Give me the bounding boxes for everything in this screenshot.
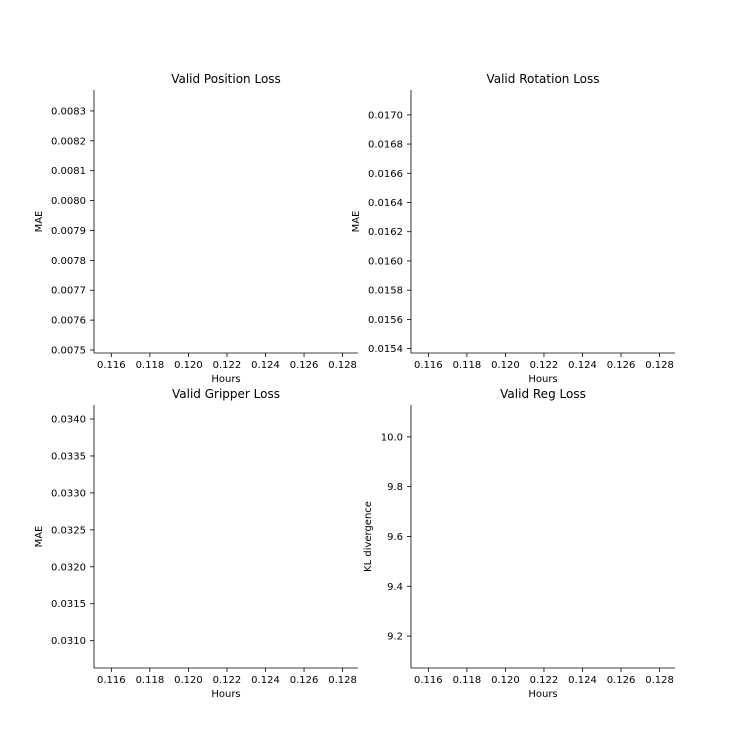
position-loss-y-axis-label: MAE [34, 211, 45, 233]
position-loss-y-tick-label: 0.0076 [51, 316, 86, 327]
gripper-loss-x-tick-label: 0.122 [213, 675, 242, 686]
rotation-loss-y-tick-label: 0.0160 [368, 256, 403, 267]
subplot-gripper-loss: Valid Gripper Loss 0.116 0.118 0.120 0.122 0.… [34, 387, 358, 700]
gripper-loss-x-tick-label: 0.128 [328, 675, 357, 686]
reg-loss-title: Valid Reg Loss [500, 387, 586, 401]
rotation-loss-y-tick-label: 0.0162 [368, 227, 403, 238]
rotation-loss-y-tick-label: 0.0164 [368, 198, 403, 209]
rotation-loss-x-tick-label: 0.120 [491, 360, 520, 371]
reg-loss-x-tick-label: 0.116 [414, 675, 443, 686]
gripper-loss-x-tick-label: 0.120 [174, 675, 203, 686]
gripper-loss-y-tick-label: 0.0310 [51, 636, 86, 647]
rotation-loss-y-tick-label: 0.0156 [368, 315, 403, 326]
reg-loss-x-tick-label: 0.120 [491, 675, 520, 686]
rotation-loss-x-axis-label: Hours [528, 374, 557, 385]
gripper-loss-y-tick-label: 0.0340 [51, 415, 86, 426]
subplot-rotation-loss: Valid Rotation Loss 0.116 0.118 0.120 0.122 0… [351, 72, 675, 385]
rotation-loss-x-tick-label: 0.122 [530, 360, 559, 371]
rotation-loss-y-tick-label: 0.0170 [368, 110, 403, 121]
rotation-loss-y-tick-label: 0.0154 [368, 344, 403, 355]
position-loss-x-tick-label: 0.128 [328, 360, 357, 371]
position-loss-title: Valid Position Loss [171, 72, 281, 86]
rotation-loss-y-tick-label: 0.0168 [368, 140, 403, 151]
gripper-loss-y-tick-label: 0.0330 [51, 488, 86, 499]
rotation-loss-title: Valid Rotation Loss [486, 72, 599, 86]
rotation-loss-x-tick-label: 0.126 [607, 360, 636, 371]
gripper-loss-y-axis-label: MAE [34, 526, 45, 548]
reg-loss-x-tick-label: 0.118 [453, 675, 482, 686]
position-loss-y-tick-label: 0.0083 [51, 106, 86, 117]
gripper-loss-title: Valid Gripper Loss [172, 387, 280, 401]
reg-loss-x-tick-label: 0.126 [607, 675, 636, 686]
reg-loss-y-tick-label: 10.0 [381, 432, 403, 443]
rotation-loss-x-tick-label: 0.124 [568, 360, 597, 371]
position-loss-x-axis-label: Hours [211, 374, 240, 385]
reg-loss-y-tick-label: 9.2 [387, 632, 403, 643]
rotation-loss-x-tick-label: 0.118 [453, 360, 482, 371]
gripper-loss-x-tick-label: 0.126 [290, 675, 319, 686]
position-loss-y-tick-label: 0.0082 [51, 136, 86, 147]
position-loss-x-tick-label: 0.116 [97, 360, 126, 371]
rotation-loss-x-tick-label: 0.128 [645, 360, 674, 371]
position-loss-y-tick-label: 0.0075 [51, 346, 86, 357]
reg-loss-y-tick-label: 9.4 [387, 582, 403, 593]
position-loss-x-tick-label: 0.124 [251, 360, 280, 371]
gripper-loss-y-tick-label: 0.0335 [51, 451, 86, 462]
gripper-loss-y-tick-label: 0.0315 [51, 599, 86, 610]
gripper-loss-x-tick-label: 0.124 [251, 675, 280, 686]
reg-loss-x-tick-label: 0.124 [568, 675, 597, 686]
subplot-reg-loss: Valid Reg Loss 0.116 0.118 0.120 0.122 0.124 0… [363, 387, 675, 700]
position-loss-y-tick-label: 0.0080 [51, 196, 86, 207]
gripper-loss-x-tick-label: 0.116 [97, 675, 126, 686]
gripper-loss-x-tick-label: 0.118 [136, 675, 165, 686]
position-loss-y-tick-label: 0.0077 [51, 286, 86, 297]
position-loss-x-tick-label: 0.126 [290, 360, 319, 371]
reg-loss-x-tick-label: 0.122 [530, 675, 559, 686]
gripper-loss-y-tick-label: 0.0320 [51, 562, 86, 573]
position-loss-y-tick-label: 0.0079 [51, 226, 86, 237]
rotation-loss-x-tick-label: 0.116 [414, 360, 443, 371]
gripper-loss-x-axis-label: Hours [211, 689, 240, 700]
rotation-loss-y-tick-label: 0.0166 [368, 169, 403, 180]
position-loss-y-tick-label: 0.0081 [51, 166, 86, 177]
position-loss-x-tick-label: 0.118 [136, 360, 165, 371]
position-loss-y-tick-label: 0.0078 [51, 256, 86, 267]
reg-loss-y-axis-label: KL divergence [363, 501, 374, 572]
gripper-loss-y-tick-label: 0.0325 [51, 525, 86, 536]
reg-loss-y-tick-label: 9.6 [387, 532, 403, 543]
subplot-position-loss: Valid Position Loss 0.116 0.118 0.120 0.122 0… [34, 72, 358, 385]
position-loss-x-tick-label: 0.122 [213, 360, 242, 371]
position-loss-x-tick-label: 0.120 [174, 360, 203, 371]
rotation-loss-y-axis-label: MAE [351, 211, 362, 233]
reg-loss-x-tick-label: 0.128 [645, 675, 674, 686]
rotation-loss-y-tick-label: 0.0158 [368, 286, 403, 297]
reg-loss-x-axis-label: Hours [528, 689, 557, 700]
reg-loss-y-tick-label: 9.8 [387, 482, 403, 493]
